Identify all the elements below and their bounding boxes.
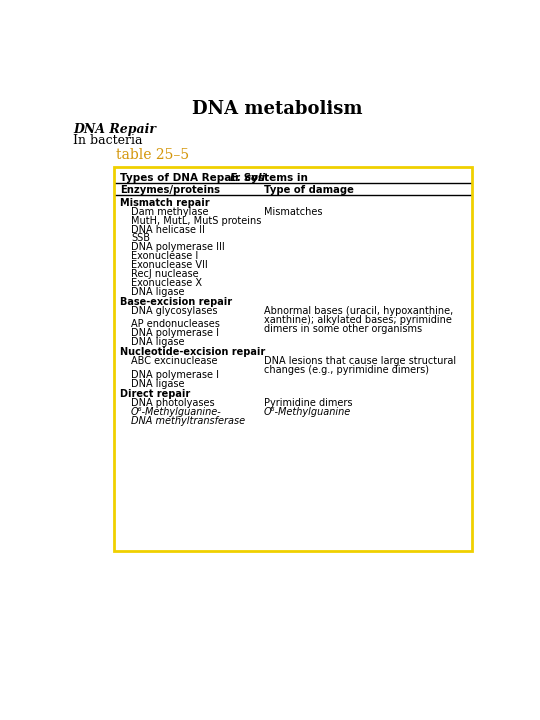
Text: AP endonucleases: AP endonucleases xyxy=(131,320,220,329)
Text: Exonuclease X: Exonuclease X xyxy=(131,278,202,288)
Text: DNA lesions that cause large structural: DNA lesions that cause large structural xyxy=(264,356,456,366)
Text: O⁶-Methylguanine-: O⁶-Methylguanine- xyxy=(131,407,222,417)
Text: xanthine); alkylated bases; pyrimidine: xanthine); alkylated bases; pyrimidine xyxy=(264,315,451,325)
Text: Type of damage: Type of damage xyxy=(264,185,354,195)
Text: changes (e.g., pyrimidine dimers): changes (e.g., pyrimidine dimers) xyxy=(264,365,429,375)
Text: DNA polymerase I: DNA polymerase I xyxy=(131,370,219,379)
Text: SSB: SSB xyxy=(131,233,150,243)
Text: RecJ nuclease: RecJ nuclease xyxy=(131,269,199,279)
Text: Exonuclease VII: Exonuclease VII xyxy=(131,260,208,270)
Text: DNA polymerase I: DNA polymerase I xyxy=(131,328,219,338)
Text: E. coli: E. coli xyxy=(230,174,265,184)
Text: Base-excision repair: Base-excision repair xyxy=(120,297,232,307)
Text: DNA polymerase III: DNA polymerase III xyxy=(131,243,225,252)
Text: Pyrimidine dimers: Pyrimidine dimers xyxy=(264,398,352,408)
Bar xyxy=(114,167,472,551)
Text: DNA metabolism: DNA metabolism xyxy=(192,100,362,118)
Text: DNA methyltransferase: DNA methyltransferase xyxy=(131,415,245,426)
Text: Mismatches: Mismatches xyxy=(264,207,322,217)
Text: Dam methylase: Dam methylase xyxy=(131,207,208,217)
Text: MutH, MutL, MutS proteins: MutH, MutL, MutS proteins xyxy=(131,216,261,226)
Text: DNA photolyases: DNA photolyases xyxy=(131,398,215,408)
Text: DNA ligase: DNA ligase xyxy=(131,337,185,347)
Text: dimers in some other organisms: dimers in some other organisms xyxy=(264,323,422,333)
Text: Mismatch repair: Mismatch repair xyxy=(120,198,210,208)
Text: Direct repair: Direct repair xyxy=(120,389,191,399)
Text: DNA Repair: DNA Repair xyxy=(73,123,156,136)
Text: In bacteria: In bacteria xyxy=(73,134,143,147)
Text: table 25–5: table 25–5 xyxy=(116,148,188,162)
Text: O⁶-Methylguanine: O⁶-Methylguanine xyxy=(264,407,351,417)
Text: DNA ligase: DNA ligase xyxy=(131,379,185,389)
Text: Abnormal bases (uracil, hypoxanthine,: Abnormal bases (uracil, hypoxanthine, xyxy=(264,306,453,316)
Text: DNA ligase: DNA ligase xyxy=(131,287,185,297)
Text: DNA helicase II: DNA helicase II xyxy=(131,225,205,235)
Text: Types of DNA Repair Systems in: Types of DNA Repair Systems in xyxy=(120,174,312,184)
Text: ABC excinuclease: ABC excinuclease xyxy=(131,356,218,366)
Text: Enzymes/proteins: Enzymes/proteins xyxy=(120,185,220,195)
Text: Nucleotide-excision repair: Nucleotide-excision repair xyxy=(120,348,266,357)
Text: Exonuclease I: Exonuclease I xyxy=(131,251,198,261)
Text: DNA glycosylases: DNA glycosylases xyxy=(131,306,218,316)
